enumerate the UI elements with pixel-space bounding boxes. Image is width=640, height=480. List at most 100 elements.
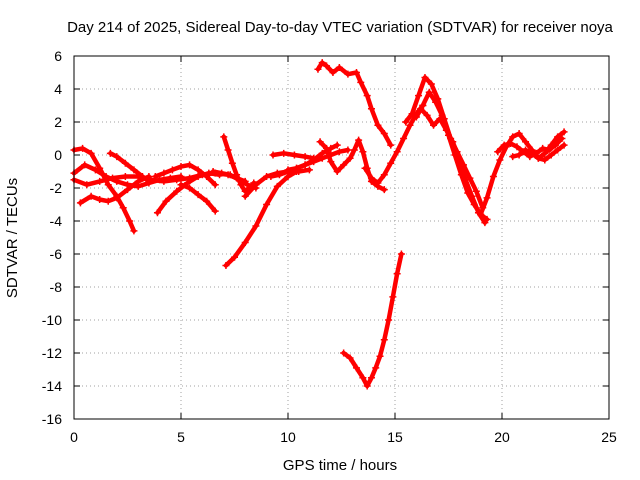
data-point-marker [83, 181, 91, 189]
y-tick-label: -16 [42, 411, 62, 427]
data-point-marker [333, 168, 341, 175]
data-series [70, 59, 568, 390]
data-point-marker [361, 164, 369, 172]
data-point-marker [402, 118, 410, 126]
data-point-marker [346, 354, 354, 362]
data-point-marker [106, 149, 114, 157]
data-point-marker [374, 179, 382, 187]
data-point-marker [241, 238, 249, 246]
data-point-marker [177, 163, 185, 171]
data-point-marker [186, 161, 194, 169]
data-point-marker [363, 92, 371, 100]
series-line [223, 169, 299, 268]
data-point-marker [417, 105, 425, 113]
data-point-marker [301, 161, 309, 169]
data-point-marker [267, 172, 275, 180]
plot-frame [73, 55, 610, 420]
data-point-marker [346, 154, 354, 162]
data-point-marker [372, 364, 380, 372]
data-point-marker [393, 148, 401, 156]
x-tick-label: 10 [280, 429, 296, 445]
data-point-marker [558, 135, 566, 142]
data-point-marker [352, 364, 360, 372]
data-point-marker [203, 172, 211, 180]
data-point-marker [455, 156, 463, 164]
data-point-marker [314, 65, 322, 73]
data-point-marker [397, 250, 405, 258]
data-point-marker [496, 156, 504, 164]
data-point-marker [427, 80, 435, 88]
data-point-marker [363, 382, 371, 390]
series-track-4 [76, 172, 153, 207]
data-point-marker [367, 105, 375, 113]
data-point-marker [393, 270, 401, 278]
data-point-marker [284, 168, 292, 175]
data-point-marker [412, 113, 420, 121]
y-tick-label: -6 [50, 246, 63, 262]
data-point-marker [203, 197, 211, 205]
data-point-marker [374, 121, 382, 129]
data-point-marker [280, 149, 288, 157]
data-point-marker [340, 349, 348, 357]
data-point-marker [335, 64, 343, 72]
data-point-marker [237, 181, 245, 189]
x-tick-label: 0 [70, 429, 78, 445]
data-point-marker [160, 177, 168, 185]
series-track-16 [314, 59, 395, 149]
data-point-marker [96, 196, 104, 204]
data-point-marker [228, 159, 236, 167]
data-point-marker [387, 141, 395, 149]
series-track-6 [153, 169, 224, 217]
series-track-7 [151, 161, 219, 189]
y-tick-label: 4 [54, 81, 62, 97]
data-point-marker [541, 156, 549, 164]
data-point-marker [124, 186, 131, 194]
data-point-marker [104, 197, 112, 205]
y-tick-label: 0 [54, 147, 62, 163]
series-track-11 [222, 168, 301, 270]
data-point-marker [173, 187, 181, 195]
series-line [268, 147, 351, 179]
x-tick-label: 25 [601, 429, 617, 445]
data-point-marker [367, 174, 375, 182]
data-point-marker [153, 209, 161, 217]
data-point-marker [466, 174, 474, 182]
data-point-marker [91, 166, 99, 174]
data-point-marker [415, 92, 423, 100]
data-point-marker [113, 194, 121, 202]
data-point-marker [477, 210, 485, 218]
data-point-marker [385, 316, 393, 324]
data-point-marker [226, 171, 234, 179]
data-point-marker [432, 98, 440, 106]
y-tick-label: 2 [54, 114, 62, 130]
data-point-marker [425, 88, 433, 96]
data-point-marker [96, 177, 104, 185]
y-axis-label: SDTVAR / TECUs [4, 178, 21, 298]
data-point-marker [380, 186, 388, 194]
series-track-25 [509, 141, 568, 164]
y-tick-label: -4 [50, 213, 63, 229]
data-point-marker [119, 204, 127, 212]
data-point-marker [509, 153, 517, 161]
data-point-marker [468, 192, 476, 200]
data-point-marker [357, 78, 365, 86]
data-point-marker [515, 151, 523, 159]
data-point-marker [462, 176, 470, 184]
data-point-marker [177, 181, 185, 189]
data-point-marker [104, 181, 112, 189]
data-point-marker [436, 115, 444, 123]
chart-title: Day 214 of 2025, Sidereal Day-to-day VTE… [67, 19, 613, 36]
data-point-marker [293, 164, 301, 172]
y-tick-label: -10 [42, 312, 62, 328]
x-axis-ticks: 0 5 10 15 20 25 [70, 56, 617, 445]
data-point-marker [344, 146, 352, 154]
data-point-marker [380, 130, 388, 138]
data-point-marker [252, 222, 260, 230]
data-point-marker [554, 146, 562, 154]
data-point-marker [515, 130, 523, 138]
data-point-marker [126, 217, 134, 225]
data-point-marker [211, 207, 219, 215]
data-point-marker [513, 143, 521, 151]
data-point-marker [545, 146, 553, 154]
